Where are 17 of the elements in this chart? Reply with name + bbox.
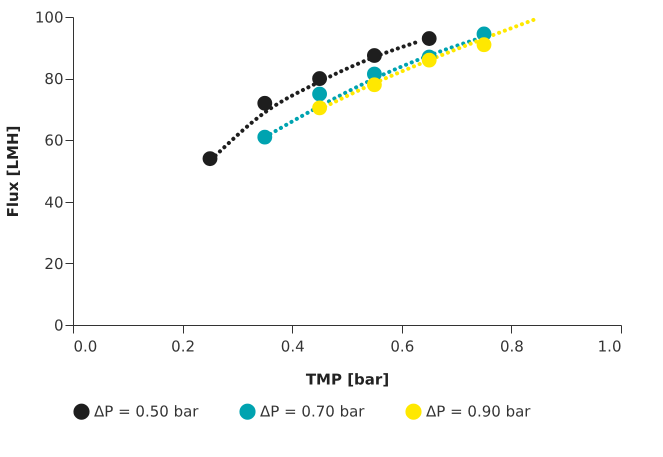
x-axis-title: TMP [bar] [306, 370, 390, 388]
x-tick-label: 1.0 [598, 338, 622, 356]
y-tick-label: 0 [54, 316, 64, 334]
y-tick-label: 60 [44, 132, 64, 150]
legend-label: ΔP = 0.50 bar [94, 402, 200, 421]
y-tick-label: 40 [44, 193, 64, 212]
legend-label: ΔP = 0.70 bar [260, 402, 366, 421]
legend-label: ΔP = 0.90 bar [426, 402, 532, 421]
y-axis-title: Flux [LMH] [4, 126, 22, 218]
y-tick-label: 20 [44, 254, 64, 273]
x-tick-label: 0.4 [280, 338, 305, 356]
y-tick-label: 100 [34, 8, 64, 26]
x-tick-label: 0.6 [390, 338, 414, 356]
x-tick-label: 0.2 [171, 338, 196, 356]
x-tick-label: 0.8 [500, 338, 524, 356]
y-tick-label: 80 [44, 70, 64, 88]
x-tick-label: 0.0 [74, 338, 98, 356]
